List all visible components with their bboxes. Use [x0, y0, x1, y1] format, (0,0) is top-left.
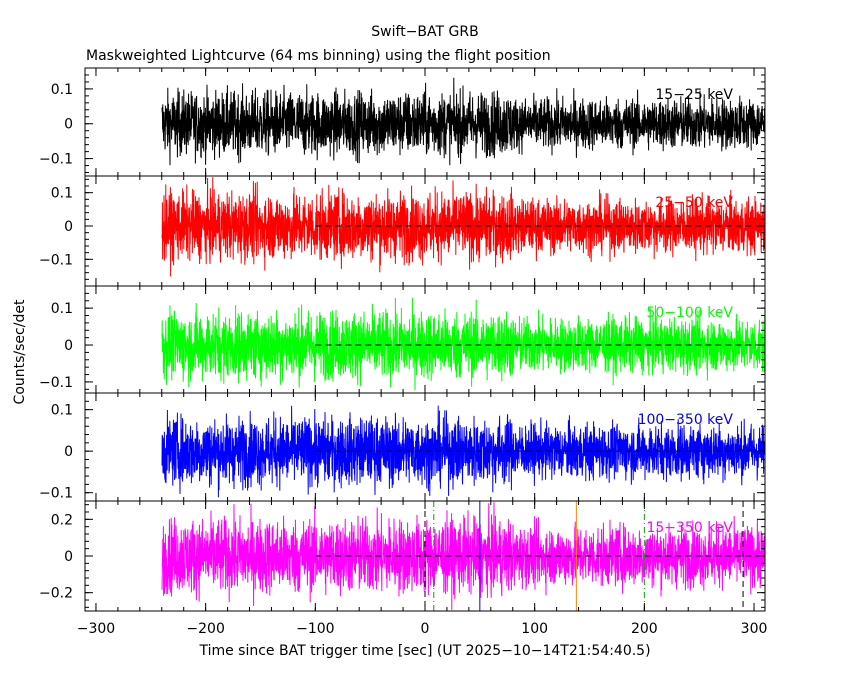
x-tick-label: 100	[521, 621, 548, 637]
series-label-0: 15−25 keV	[655, 87, 733, 103]
y-tick-label: 0.2	[51, 512, 73, 528]
x-tick-label: 200	[631, 621, 658, 637]
panels-group: −0.1 0 0.1 15−25 keV −0.1 0 0.1 25−50 keV −0.1 0 0…	[39, 67, 768, 637]
y-tick-label: −0.1	[39, 252, 73, 268]
y-tick-label: −0.2	[39, 586, 73, 602]
series-label-1: 25−50 keV	[655, 195, 733, 211]
chart-title: Swift−BAT GRB	[371, 24, 478, 40]
y-tick-label: −0.1	[39, 486, 73, 502]
series-label-3: 100−350 keV	[638, 412, 734, 428]
x-axis-label: Time since BAT trigger time [sec] (UT 20…	[198, 643, 650, 659]
x-tick-label: 0	[421, 621, 430, 637]
series-trace-1	[161, 176, 765, 277]
x-tick-label: −300	[77, 621, 115, 637]
y-tick-label: 0.1	[51, 301, 73, 317]
series-trace-4	[161, 502, 765, 610]
x-tick-label: 300	[741, 621, 768, 637]
series-trace-3	[161, 405, 765, 498]
y-axis-label: Counts/sec/det	[12, 299, 28, 404]
y-tick-label: 0.1	[51, 403, 73, 419]
y-tick-label: 0	[64, 219, 73, 235]
x-tick-label: −200	[186, 621, 224, 637]
y-tick-label: 0	[64, 549, 73, 565]
series-label-4: 15−350 keV	[646, 520, 733, 536]
series-trace-2	[161, 297, 765, 391]
y-tick-label: 0.1	[51, 82, 73, 98]
y-tick-label: 0.1	[51, 186, 73, 202]
y-tick-label: −0.1	[39, 375, 73, 391]
y-tick-label: 0	[64, 117, 73, 133]
x-tick-label: −100	[296, 621, 334, 637]
series-trace-0	[161, 77, 765, 166]
series-label-2: 50−100 keV	[646, 305, 733, 321]
y-tick-label: 0	[64, 444, 73, 460]
y-tick-label: −0.1	[39, 152, 73, 168]
y-tick-label: 0	[64, 338, 73, 354]
chart-subtitle: Maskweighted Lightcurve (64 ms binning) …	[86, 48, 551, 64]
